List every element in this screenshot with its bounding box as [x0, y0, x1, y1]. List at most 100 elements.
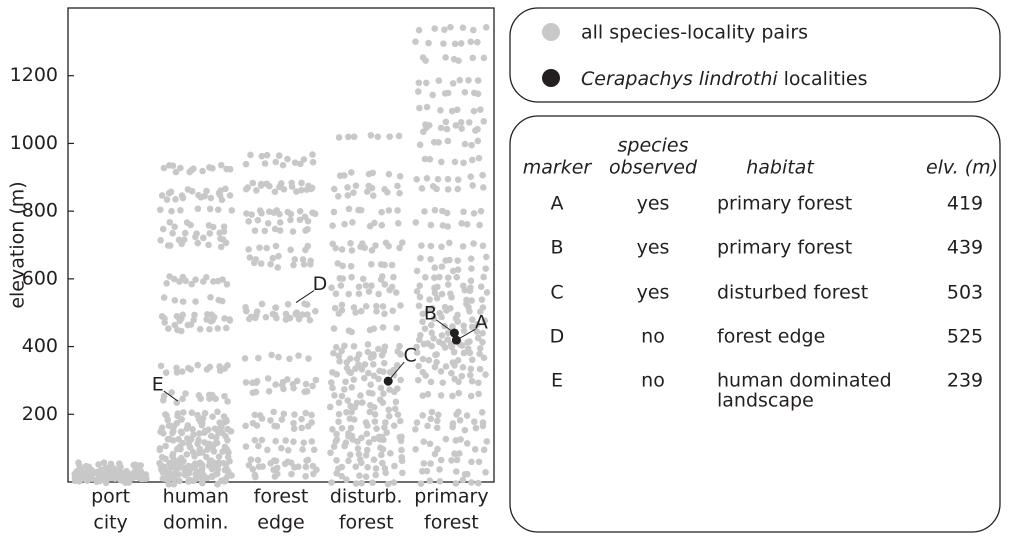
point: [300, 439, 308, 446]
point: [357, 392, 364, 399]
point: [442, 54, 449, 61]
point: [427, 242, 435, 250]
point: [219, 236, 227, 243]
point: [372, 471, 380, 479]
point: [449, 420, 457, 427]
legend-species: Cerapachys lindrothi: [581, 68, 778, 90]
point: [329, 240, 337, 248]
point: [413, 349, 421, 356]
point: [262, 313, 270, 321]
point: [84, 468, 92, 476]
point: [123, 467, 130, 475]
point: [261, 160, 269, 167]
point: [381, 261, 388, 269]
point-cluster: [242, 442, 318, 454]
point: [415, 362, 422, 370]
point: [179, 311, 187, 319]
point: [268, 351, 275, 359]
point: [294, 463, 302, 471]
point: [422, 372, 429, 379]
point: [175, 236, 183, 244]
point-cluster: [243, 207, 316, 217]
point: [224, 425, 231, 433]
point: [427, 221, 435, 229]
point: [455, 389, 463, 397]
point: [412, 445, 419, 453]
point: [190, 316, 197, 324]
point: [75, 459, 82, 467]
point: [369, 390, 376, 397]
point-cluster: [158, 311, 228, 322]
x-tick-label: forest: [339, 512, 394, 534]
point: [370, 360, 377, 368]
point: [367, 132, 375, 139]
point: [452, 480, 460, 487]
point: [448, 107, 456, 115]
point: [277, 444, 285, 452]
point: [420, 438, 428, 445]
point-cluster: [418, 182, 487, 193]
point: [459, 476, 467, 484]
point: [177, 454, 185, 462]
point: [458, 342, 466, 349]
plot-frame: [67, 7, 495, 483]
point: [308, 419, 316, 426]
point: [200, 234, 207, 242]
point: [331, 392, 338, 399]
point: [206, 230, 214, 237]
point: [448, 369, 455, 377]
point: [416, 293, 424, 301]
point: [175, 435, 182, 443]
point: [160, 294, 168, 301]
point: [479, 242, 487, 250]
point: [398, 446, 405, 454]
point: [261, 227, 269, 235]
annotation-label: C: [404, 345, 417, 367]
point: [461, 426, 469, 434]
point: [449, 80, 457, 87]
point: [330, 349, 337, 357]
point: [348, 384, 356, 391]
point: [479, 171, 486, 179]
point: [199, 414, 207, 422]
point: [253, 187, 260, 194]
point: [446, 256, 453, 264]
point: [426, 156, 434, 163]
point: [359, 240, 366, 247]
point: [467, 365, 475, 373]
point: [470, 209, 478, 217]
point: [347, 369, 354, 377]
point: [460, 322, 468, 329]
point: [275, 353, 282, 361]
point: [327, 449, 334, 457]
table-cell: 503: [947, 282, 983, 304]
point-cluster: [329, 239, 406, 251]
table-cell: E: [551, 370, 563, 392]
point-cluster: [247, 456, 312, 466]
point: [248, 211, 255, 218]
point: [365, 369, 372, 377]
point: [185, 476, 193, 484]
point: [333, 436, 341, 443]
point: [357, 206, 365, 214]
point: [102, 464, 110, 472]
point: [273, 423, 281, 430]
point: [361, 361, 369, 368]
point: [220, 228, 228, 235]
point: [455, 378, 462, 386]
point: [224, 398, 231, 405]
point: [419, 392, 427, 399]
point: [254, 456, 262, 464]
locality-point: [383, 376, 393, 386]
point: [468, 297, 476, 304]
point: [284, 208, 292, 216]
table-header: observed: [609, 157, 698, 179]
point: [345, 133, 352, 141]
table-cell: forest edge: [717, 326, 825, 348]
point: [214, 325, 222, 332]
point: [421, 325, 429, 332]
point-cluster: [330, 205, 401, 216]
point: [299, 446, 306, 453]
point-cluster: [328, 476, 398, 488]
point: [483, 289, 491, 296]
